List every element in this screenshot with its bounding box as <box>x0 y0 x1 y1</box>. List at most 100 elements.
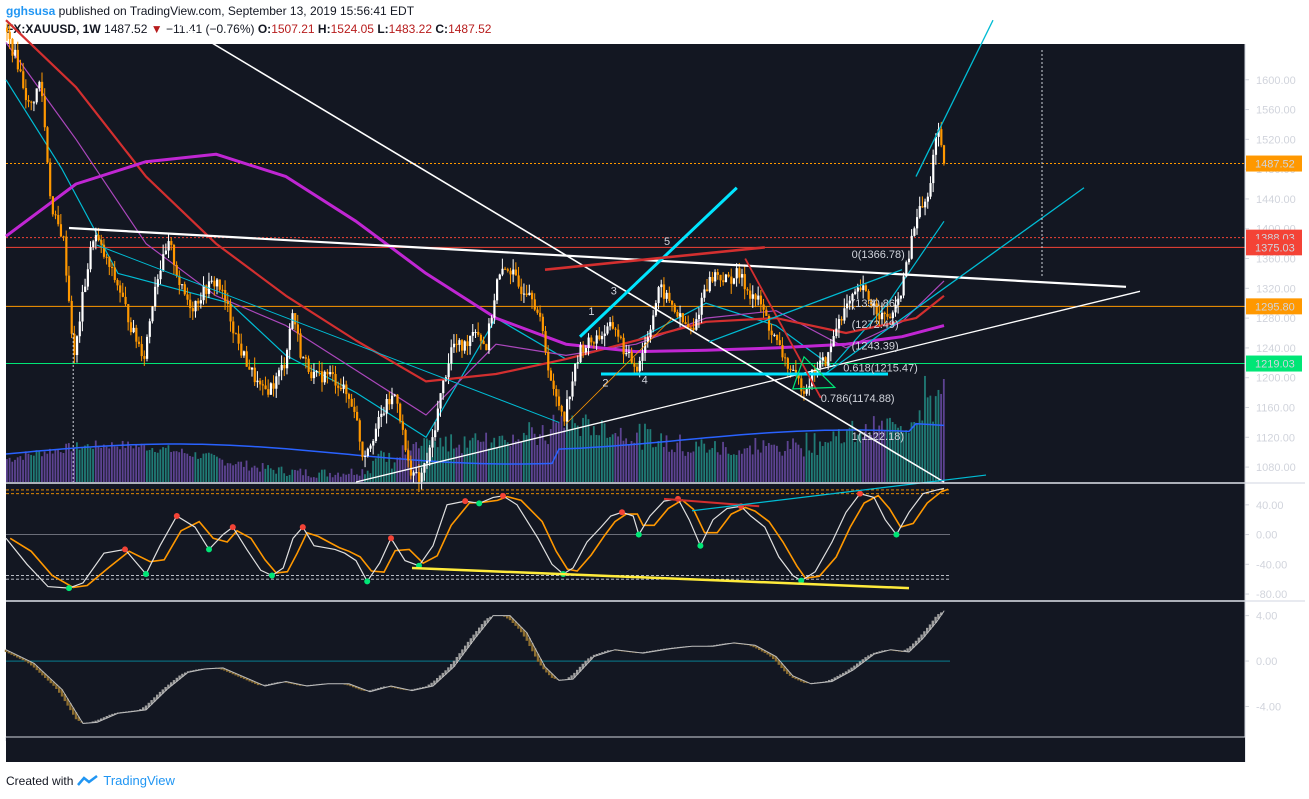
volume-bar <box>307 476 310 482</box>
volume-bar <box>765 445 768 482</box>
candle-body <box>571 381 574 397</box>
candle-body <box>496 279 499 301</box>
volume-bar <box>32 455 35 482</box>
candle-body <box>49 162 52 197</box>
open-value: 1507.21 <box>271 22 315 36</box>
volume-bar <box>794 442 797 482</box>
volume-bar <box>598 435 601 482</box>
open-label: O: <box>257 22 272 36</box>
candle-body <box>372 440 375 446</box>
candle-body <box>520 286 523 295</box>
buy-signal-dot <box>635 531 642 538</box>
volume-bar <box>124 447 127 482</box>
volume-bar <box>30 454 33 482</box>
volume-bar <box>493 437 496 482</box>
volume-bar <box>304 469 307 482</box>
volume-bar <box>331 477 334 482</box>
volume-bar <box>595 434 598 482</box>
symbol-legend: FX:XAUUSD, 1W 1487.52 ▼ −11.41 (−0.76%) … <box>6 22 491 36</box>
volume-bar <box>175 451 178 482</box>
sell-signal-dot <box>122 546 128 553</box>
price-pane[interactable]: 0(1366.78) (1330.86) (1272.49) (1243.39) 0.6… <box>5 19 1302 492</box>
symbol-name[interactable]: FX:XAUUSD, 1W <box>6 22 101 36</box>
candle-body <box>382 413 386 415</box>
candle-body <box>94 235 98 242</box>
tradingview-brand[interactable]: TradingView <box>103 773 175 788</box>
price-label-badge <box>1246 155 1302 172</box>
volume-bar <box>350 468 353 482</box>
candle-body <box>856 287 859 292</box>
volume-bar <box>522 432 525 482</box>
divergence-line <box>691 474 987 512</box>
candle-body <box>54 214 57 216</box>
candle-body <box>625 352 628 355</box>
volume-bar <box>380 450 383 482</box>
volume-bar <box>41 456 43 482</box>
candle-body <box>937 129 940 137</box>
publisher-username[interactable]: gghsusa <box>6 4 56 18</box>
volume-bar <box>932 421 934 482</box>
candle-body <box>234 333 238 335</box>
volume-bar <box>695 441 698 482</box>
candle-body <box>773 334 776 336</box>
volume-bar <box>84 445 86 482</box>
volume-bar <box>751 454 754 482</box>
candle-body <box>100 240 103 245</box>
candle-body <box>579 345 582 363</box>
candle-body <box>81 291 84 322</box>
volume-bar <box>194 452 197 482</box>
candle-body <box>832 336 835 347</box>
candle-body <box>288 328 291 350</box>
volume-bar <box>374 458 377 482</box>
candle-body <box>97 235 100 241</box>
volume-bar <box>687 451 689 482</box>
candle-body <box>644 342 647 354</box>
candle-body <box>11 38 14 56</box>
volume-bar <box>73 447 76 482</box>
volume-bar <box>913 422 916 482</box>
volume-bar <box>221 459 224 482</box>
volume-bar <box>579 436 582 482</box>
volume-bar <box>167 445 170 482</box>
candle-body <box>862 285 865 291</box>
volume-bar <box>286 475 288 482</box>
volume-bar <box>633 442 636 482</box>
fib-level-label: 0.786(1174.88) <box>821 393 895 405</box>
candle-body <box>105 256 108 258</box>
volume-bar <box>119 449 121 482</box>
volume-bar <box>24 451 27 482</box>
oscillator-pane[interactable]: 40.00 0.00 -40.00 -80.00 <box>5 474 1287 601</box>
candle-body <box>881 312 884 320</box>
candle-body <box>129 322 133 333</box>
momentum-pane[interactable]: 4.00 0.00 -4.00 <box>4 611 1281 725</box>
sell-signal-dot <box>229 524 236 531</box>
high-value: 1524.05 <box>330 22 374 36</box>
high-label: H: <box>317 22 331 36</box>
volume-bar <box>264 468 267 482</box>
candle-body <box>501 268 504 275</box>
candle-body <box>711 277 714 282</box>
candle-body <box>905 262 908 277</box>
candle-body <box>417 472 421 482</box>
candle-body <box>528 292 531 296</box>
volume-bar <box>714 441 716 482</box>
candle-body <box>776 334 779 341</box>
volume-bar <box>172 451 175 482</box>
candle-body <box>8 31 11 39</box>
candle-body <box>614 328 617 330</box>
candle-body <box>471 332 474 336</box>
candle-body <box>924 201 927 208</box>
candle-body <box>921 206 924 208</box>
volume-bar <box>671 449 673 482</box>
y-tick-label: 0.00 <box>1256 530 1277 542</box>
volume-bar <box>590 435 593 482</box>
volume-bar <box>867 435 870 482</box>
volume-bar <box>288 474 291 482</box>
volume-bar <box>234 464 237 482</box>
candle-body <box>229 304 232 322</box>
candle-body <box>907 258 911 263</box>
wave-count-label: 5 <box>664 236 670 248</box>
candle-body <box>687 323 690 328</box>
candle-body <box>89 247 92 270</box>
